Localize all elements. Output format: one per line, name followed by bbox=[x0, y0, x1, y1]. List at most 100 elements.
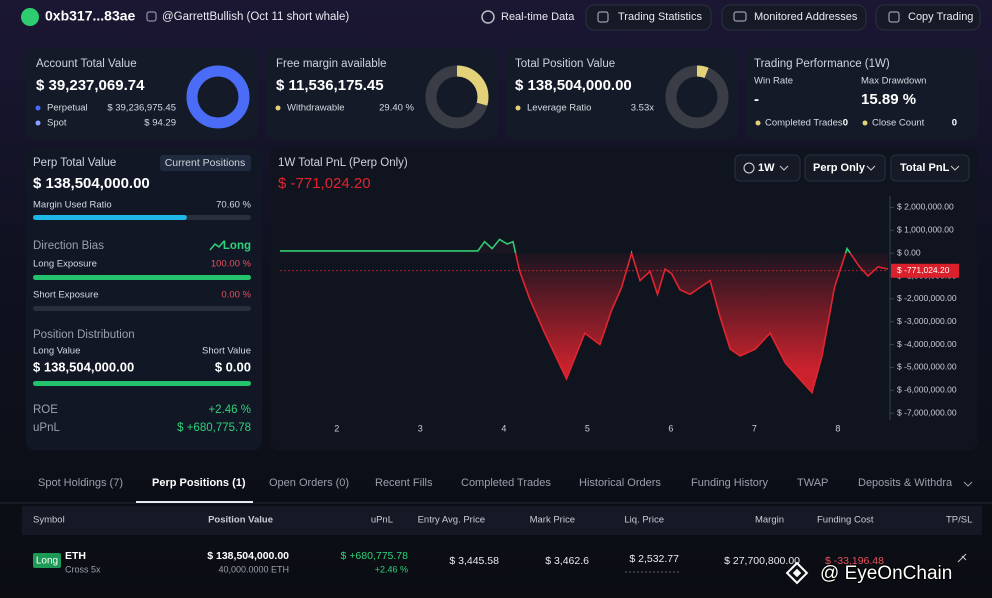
watermark-logo bbox=[785, 561, 809, 585]
tab[interactable]: Open Orders (0) bbox=[269, 477, 349, 489]
mark-price: $ 3,462.6 bbox=[545, 555, 589, 567]
button-label[interactable]: Real-time Data bbox=[501, 11, 575, 23]
column-header[interactable]: Mark Price bbox=[530, 515, 575, 526]
legend-dot bbox=[35, 105, 41, 111]
card-title: Trading Performance (1W) bbox=[754, 58, 890, 70]
button-label[interactable]: Monitored Addresses bbox=[754, 11, 858, 23]
value: +2.46 % bbox=[208, 404, 251, 416]
button[interactable] bbox=[875, 4, 981, 31]
row-value: 0 bbox=[952, 118, 957, 129]
tab-active[interactable]: Perp Positions (1) bbox=[152, 477, 246, 489]
tab[interactable]: Deposits & Withdraw bbox=[858, 477, 960, 489]
column-header[interactable]: Margin bbox=[755, 515, 784, 526]
side: Long bbox=[36, 556, 58, 567]
label: Short Value bbox=[202, 346, 251, 357]
column-header[interactable]: Position Value bbox=[208, 515, 273, 526]
current-tag bbox=[891, 263, 959, 278]
button-label[interactable]: Trading Statistics bbox=[618, 11, 702, 23]
donut-arc bbox=[665, 65, 729, 129]
card-title: Account Total Value bbox=[36, 58, 137, 70]
edit-icon[interactable] bbox=[957, 553, 967, 563]
row-label: Spot bbox=[47, 118, 67, 129]
dropdown[interactable] bbox=[890, 154, 970, 182]
y-tick-label: $ 2,000,000.00 bbox=[897, 202, 954, 212]
tab-underline bbox=[136, 501, 253, 503]
value: $ 138,504,000.00 bbox=[33, 359, 134, 374]
tab[interactable]: TWAP bbox=[797, 477, 828, 489]
mode: Cross 5x bbox=[65, 564, 101, 574]
bar-fill bbox=[33, 381, 251, 386]
row-value: 3.53x bbox=[631, 103, 654, 114]
tab[interactable]: Funding History bbox=[691, 477, 769, 489]
icon bbox=[733, 11, 747, 22]
pnl-line bbox=[280, 238, 889, 395]
stat-label: Max Drawdown bbox=[861, 76, 926, 87]
panel bbox=[26, 148, 262, 450]
row-label: Completed Trades bbox=[765, 118, 843, 129]
logo-shape bbox=[792, 568, 802, 578]
tab[interactable]: Spot Holdings (7) bbox=[38, 477, 123, 489]
chevron bbox=[866, 165, 876, 171]
value: 100.00 % bbox=[211, 259, 252, 270]
dropdown-label[interactable]: Total PnL bbox=[900, 162, 950, 174]
value: $ 0.00 bbox=[215, 359, 251, 374]
card-value: $ 39,237,069.74 bbox=[36, 77, 145, 94]
dropdown-label[interactable]: 1W bbox=[758, 162, 775, 174]
tab[interactable]: Recent Fills bbox=[375, 477, 433, 489]
row-value: 29.40 % bbox=[379, 103, 414, 114]
row-value: 0 bbox=[843, 118, 848, 129]
column-header[interactable]: Liq. Price bbox=[624, 515, 664, 526]
bias: Long bbox=[223, 240, 251, 252]
upnl-pct: +2.46 % bbox=[375, 564, 408, 574]
legend-dot bbox=[755, 120, 761, 126]
dropdown[interactable] bbox=[804, 154, 886, 182]
button[interactable] bbox=[585, 4, 712, 31]
column-header: TP/SL bbox=[946, 515, 972, 526]
card-value: $ 138,504,000.00 bbox=[515, 77, 632, 94]
x-tick-label: 2 bbox=[334, 423, 339, 433]
logo bbox=[21, 8, 39, 26]
label: Direction Bias bbox=[33, 240, 104, 252]
label: Long Value bbox=[33, 346, 80, 357]
card-title: Total Position Value bbox=[515, 58, 615, 70]
panel-title: Perp Total Value bbox=[33, 157, 116, 169]
tab[interactable]: Completed Trades bbox=[461, 477, 551, 489]
tab[interactable]: Historical Orders bbox=[579, 477, 661, 489]
copy-icon[interactable] bbox=[146, 11, 157, 22]
label: Long Exposure bbox=[33, 259, 97, 270]
trend-icon bbox=[209, 240, 225, 251]
legend-dot bbox=[35, 120, 41, 126]
chevron[interactable] bbox=[963, 481, 973, 487]
x-tick-label: 7 bbox=[752, 423, 757, 433]
button[interactable] bbox=[160, 155, 251, 171]
chevron bbox=[950, 165, 960, 171]
column-header[interactable]: uPnL bbox=[371, 515, 393, 526]
card bbox=[746, 48, 978, 139]
tab-clip: Deposits & Withdraw bbox=[858, 477, 960, 489]
label: Margin Used Ratio bbox=[33, 200, 112, 211]
pnl-area bbox=[280, 239, 888, 393]
position-size: 40,000.0000 ETH bbox=[218, 564, 289, 574]
row-label: Close Count bbox=[872, 118, 925, 129]
chart-panel bbox=[270, 148, 978, 450]
margin: $ 27,700,800.00 bbox=[724, 555, 800, 567]
column-header[interactable]: Funding Cost bbox=[817, 515, 874, 526]
value: 70.60 % bbox=[216, 200, 251, 211]
button-label[interactable]: Copy Trading bbox=[908, 11, 973, 23]
dropdown[interactable] bbox=[734, 154, 801, 182]
button[interactable] bbox=[721, 4, 867, 31]
stat-value: 15.89 % bbox=[861, 91, 916, 108]
liq-price: $ 2,532.77 bbox=[629, 553, 679, 565]
row-label: Leverage Ratio bbox=[527, 103, 591, 114]
x-tick-label: 4 bbox=[501, 423, 506, 433]
y-tick-label: $ -6,000,000.00 bbox=[897, 385, 957, 395]
button-label[interactable]: Current Positions bbox=[165, 157, 246, 169]
current-pnl: $ -771,024.20 bbox=[278, 175, 371, 192]
dropdown-label[interactable]: Perp Only bbox=[813, 162, 866, 174]
x-tick-label: 3 bbox=[418, 423, 423, 433]
logo-shape bbox=[785, 561, 809, 585]
row-label: Perpetual bbox=[47, 103, 88, 114]
column-header[interactable]: Entry Avg. Price bbox=[418, 515, 485, 526]
panel-value: $ 138,504,000.00 bbox=[33, 175, 150, 192]
y-tick-label: $ -3,000,000.00 bbox=[897, 316, 957, 326]
